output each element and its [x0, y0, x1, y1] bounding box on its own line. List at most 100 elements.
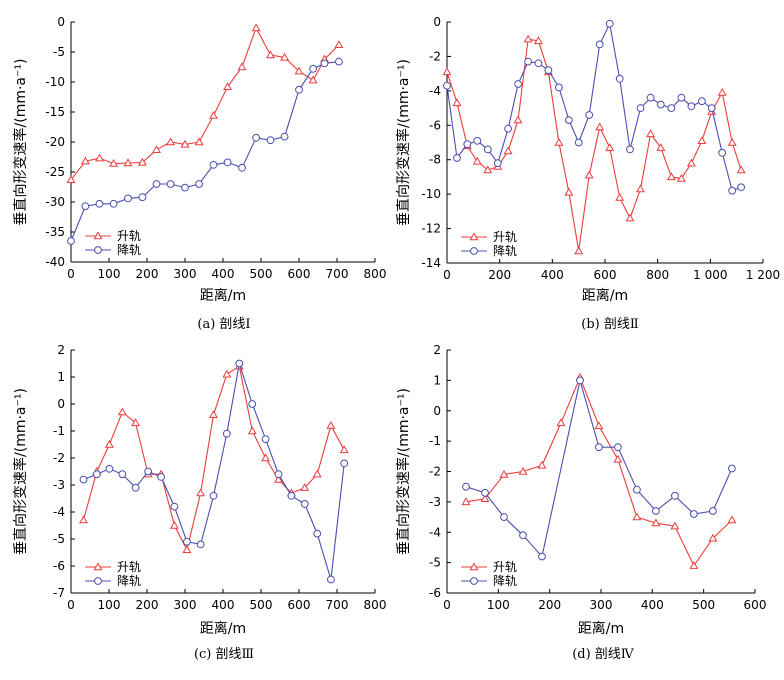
y-axis-label: 垂直向形变速率/(mm·a⁻¹) — [12, 388, 29, 555]
descending-point — [626, 145, 634, 154]
descending-point — [181, 183, 189, 192]
x-tick-label: 600 — [744, 598, 767, 612]
ascending-point — [237, 62, 247, 71]
x-tick-label: 300 — [174, 598, 197, 612]
y-tick-label: -15 — [45, 105, 65, 119]
x-axis-label: 距离/m — [200, 287, 246, 304]
y-tick-label: -4 — [429, 525, 441, 539]
descending-point — [481, 488, 489, 497]
y-tick-label: -3 — [429, 495, 441, 509]
descending-point — [170, 502, 179, 511]
y-tick-label: -25 — [45, 165, 65, 179]
ascending-point — [222, 369, 232, 378]
series-line-ascending — [70, 26, 340, 181]
legend-label: 升轨 — [117, 229, 141, 243]
descending-point — [280, 132, 289, 141]
ascending-point — [461, 497, 471, 506]
ascending-point — [556, 418, 566, 427]
descending-point — [614, 443, 622, 452]
x-tick-label: 200 — [136, 598, 159, 612]
y-tick-label: -14 — [421, 256, 441, 270]
descending-point — [238, 163, 246, 172]
descending-point — [636, 104, 645, 112]
descending-point — [196, 540, 205, 549]
y-tick-label: -5 — [53, 532, 65, 546]
x-tick-label: 0 — [443, 598, 451, 612]
ascending-point — [480, 494, 490, 502]
y-axis-label: 垂直向形变速率/(mm·a⁻¹) — [12, 59, 29, 226]
descending-point — [698, 97, 706, 106]
descending-point — [248, 400, 257, 408]
panel-caption: (b) 剖线Ⅱ — [581, 317, 639, 332]
y-tick-label: -10 — [45, 75, 65, 89]
x-tick-label: 600 — [594, 268, 617, 282]
x-tick-label: 0 — [67, 267, 75, 281]
descending-point — [131, 483, 140, 492]
x-tick-label: 100 — [98, 267, 121, 281]
y-tick-label: 0 — [57, 397, 65, 411]
descending-point — [565, 116, 573, 124]
ascending-point — [656, 143, 666, 151]
descending-point — [544, 66, 553, 75]
x-tick-label: 200 — [538, 598, 561, 612]
ascending-point — [615, 192, 625, 201]
ascending-point — [499, 469, 509, 478]
descending-point — [340, 459, 349, 468]
descending-point — [519, 531, 527, 540]
descending-point — [534, 59, 543, 68]
legend-label: 降轨 — [117, 243, 141, 257]
ascending-point — [636, 184, 645, 193]
descending-point — [166, 180, 175, 188]
ascending-point — [595, 122, 605, 131]
y-tick-label: -12 — [421, 222, 441, 236]
x-tick-label: 700 — [326, 598, 349, 612]
y-tick-label: -6 — [53, 559, 65, 573]
ascending-point — [194, 137, 204, 146]
descending-point — [500, 513, 508, 521]
y-tick-label: -5 — [53, 45, 65, 59]
descending-point — [157, 473, 166, 481]
ascending-point — [676, 173, 686, 182]
descending-point — [605, 19, 614, 28]
x-tick-label: 600 — [288, 598, 311, 612]
ascending-point — [223, 82, 233, 90]
ascending-point — [584, 170, 594, 179]
descending-point — [152, 180, 161, 188]
x-tick-label: 400 — [541, 268, 564, 282]
x-axis-label: 距离/m — [582, 287, 628, 304]
y-tick-label: -4 — [53, 505, 65, 519]
descending-point — [105, 464, 114, 473]
y-tick-label: -1 — [429, 434, 441, 448]
descending-point — [274, 470, 283, 479]
descending-point — [313, 529, 322, 538]
ascending-point — [686, 158, 696, 167]
x-tick-label: 0 — [443, 268, 451, 282]
ascending-point — [137, 157, 147, 166]
ascending-point — [312, 469, 322, 478]
legend-marker-triangle — [469, 562, 479, 571]
descending-point — [92, 470, 101, 479]
x-tick-label: 0 — [67, 598, 75, 612]
series-line-descending — [465, 380, 733, 558]
x-tick-label: 500 — [250, 598, 273, 612]
ascending-point — [625, 213, 635, 222]
legend-label: 降轨 — [493, 574, 517, 588]
descending-point — [209, 160, 218, 169]
ascending-point — [574, 246, 584, 255]
series-line-ascending — [465, 375, 733, 567]
legend-label: 升轨 — [117, 560, 141, 574]
ascending-point — [334, 40, 344, 48]
descending-point — [737, 183, 745, 192]
y-tick-label: 2 — [433, 343, 441, 357]
ascending-point — [554, 137, 564, 146]
descending-point — [223, 158, 232, 167]
descending-point — [524, 57, 532, 66]
x-tick-label: 800 — [364, 598, 387, 612]
descending-point — [138, 193, 147, 202]
series-line-descending — [446, 21, 742, 192]
legend-marker-circle — [94, 577, 102, 585]
ascending-point — [513, 115, 523, 124]
descending-point — [615, 74, 624, 83]
ascending-point — [727, 515, 737, 524]
